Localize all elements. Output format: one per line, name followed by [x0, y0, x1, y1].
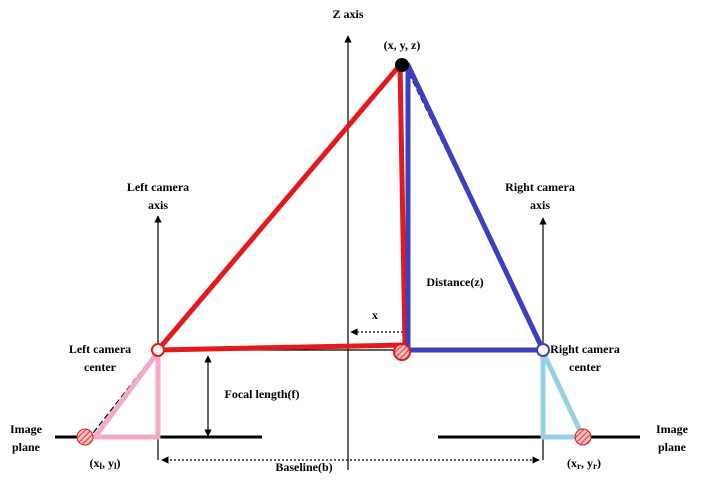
label: Focal length(f)	[225, 387, 300, 401]
axes	[55, 35, 640, 470]
label: axis	[148, 198, 168, 212]
triangles	[92, 62, 586, 440]
labels: Z axis (x, y, z) Left camera axis Right …	[10, 7, 689, 474]
label: Left camera	[127, 180, 189, 194]
label: Image	[10, 422, 43, 436]
label: Right camera	[550, 342, 620, 356]
label: Z axis	[332, 7, 363, 21]
points	[76, 58, 592, 446]
label: Distance(z)	[426, 275, 483, 289]
label: (x, y, z)	[384, 38, 421, 52]
coord-label: (xr, yr)	[567, 456, 601, 471]
label: Baseline(b)	[275, 460, 332, 474]
label: axis	[530, 198, 550, 212]
label: x	[372, 308, 378, 322]
label: Left camera	[69, 342, 131, 356]
label: plane	[658, 440, 687, 454]
coord-label: (xl, yl)	[89, 456, 120, 471]
label: center	[569, 360, 602, 374]
label: center	[84, 360, 117, 374]
label: plane	[12, 440, 41, 454]
label: Right camera	[505, 180, 575, 194]
label: Image	[656, 422, 689, 436]
